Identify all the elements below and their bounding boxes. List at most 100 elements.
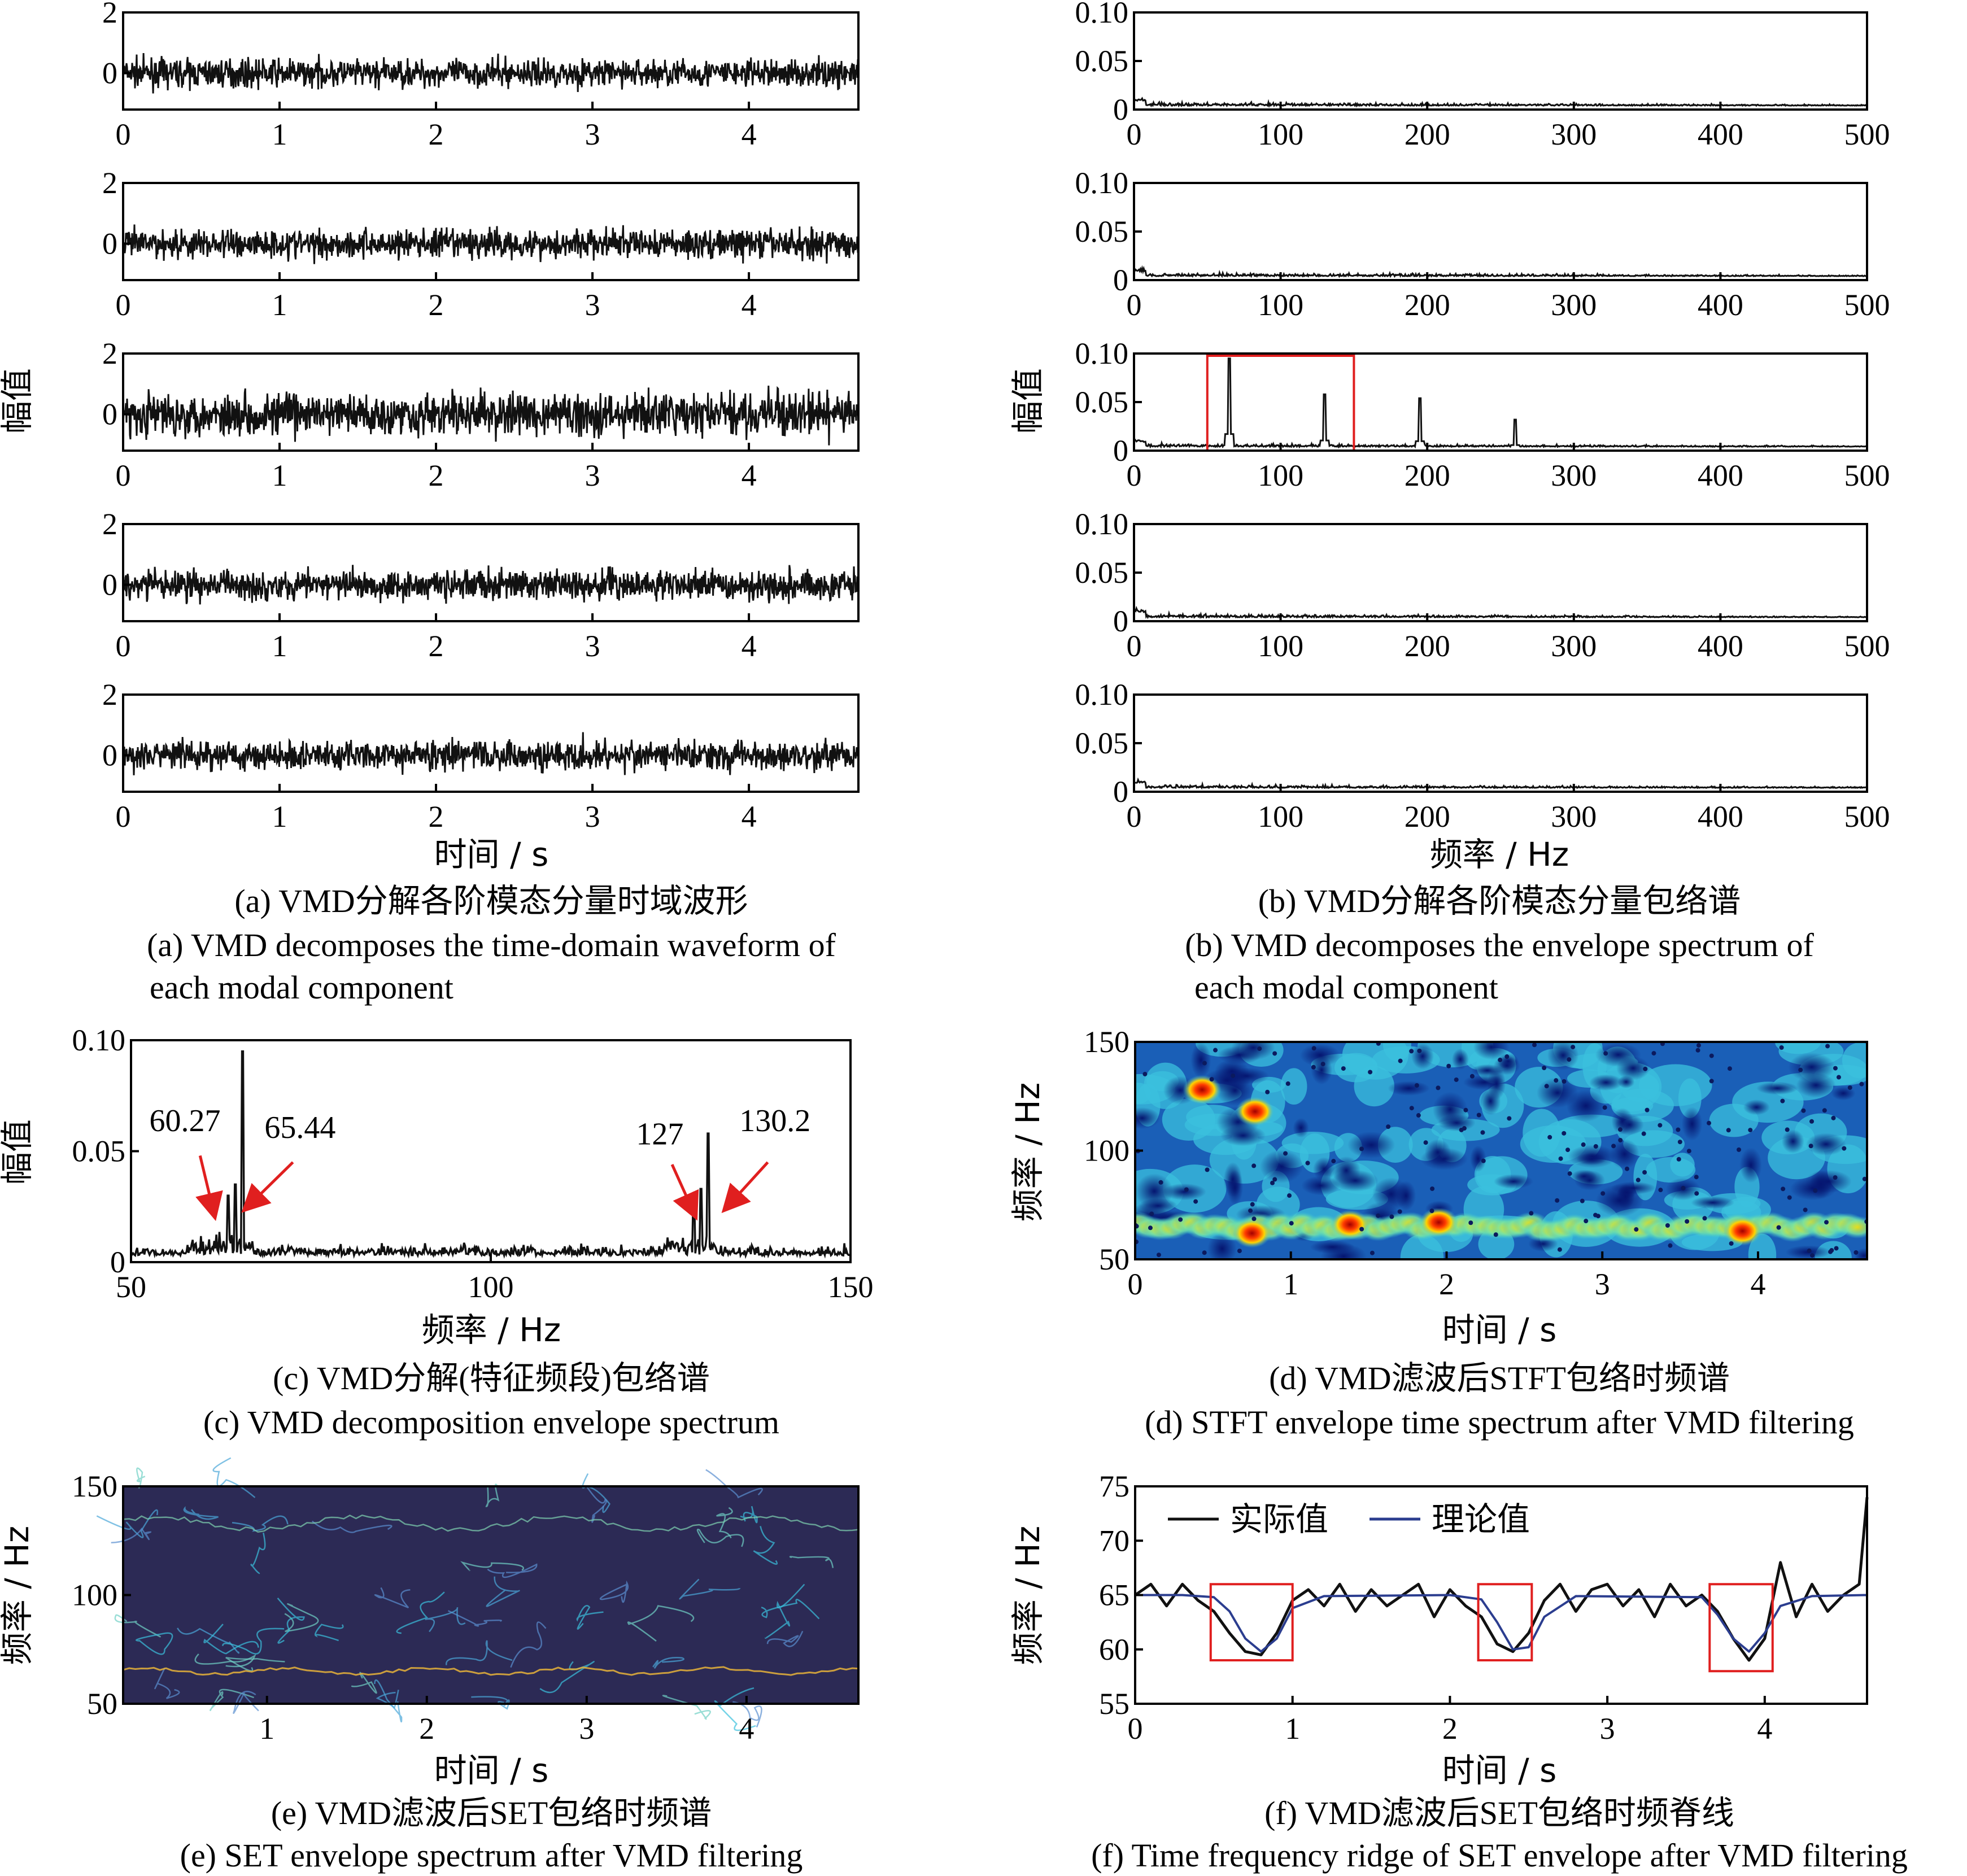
- stft-low-blob: [1214, 1059, 1250, 1084]
- stft-dot: [1862, 1176, 1867, 1181]
- stft-dot: [1836, 1075, 1841, 1080]
- set-ridge-fragment: [315, 1624, 344, 1642]
- stft-low-blob: [1190, 1042, 1211, 1079]
- stft-dot: [1481, 1158, 1486, 1163]
- stft-dot: [1248, 1208, 1253, 1213]
- stft-dot: [1389, 1214, 1394, 1219]
- stft-dot: [1305, 1160, 1310, 1166]
- y-tick-label: 2: [102, 166, 117, 200]
- y-tick-label: 0: [102, 568, 117, 602]
- stft-low-blob: [1743, 1099, 1770, 1115]
- stft-dot: [1446, 1063, 1451, 1068]
- theory-value-line: [1135, 1594, 1868, 1653]
- x-tick-label: 2: [429, 117, 444, 151]
- stft-dot: [1370, 1250, 1375, 1255]
- x-tick-label: 1: [272, 629, 287, 663]
- panel-b-subplot-3: 0 100 200 300 400 500 0 0.05 0.10: [1075, 337, 1890, 492]
- y-tick-label: 0: [1113, 434, 1128, 468]
- stft-dot: [1507, 1116, 1512, 1121]
- x-tick-label: 0: [1128, 1267, 1143, 1301]
- stft-low-blob: [1220, 1125, 1266, 1146]
- stft-dot: [1148, 1225, 1153, 1231]
- stft-dot: [1833, 1175, 1838, 1180]
- y-tick-label: 65: [1099, 1578, 1129, 1612]
- y-tick-label: 0.05: [1075, 215, 1129, 248]
- set-ridge-fragment: [250, 1532, 266, 1574]
- set-ridge-fragment: [679, 1578, 741, 1600]
- stft-dot: [1287, 1193, 1292, 1198]
- stft-dot: [1581, 1142, 1586, 1147]
- x-tick-label: 0: [1127, 800, 1142, 834]
- waveform-line: [122, 385, 860, 446]
- axes-frame: [122, 352, 860, 452]
- panel-f-xlabel: 时间 / s: [1442, 1751, 1557, 1790]
- set-ridge-fragment: [284, 1603, 319, 1633]
- set-ridge-fragment: [705, 1469, 763, 1499]
- stft-dot: [1803, 1207, 1808, 1212]
- stft-low-blob: [1388, 1081, 1430, 1096]
- set-ridge-fragment: [460, 1561, 524, 1571]
- panel-f-caption-cn: (f) VMD滤波后SET包络时频脊线: [1264, 1795, 1734, 1831]
- x-tick-label: 300: [1551, 117, 1597, 151]
- stft-hotspot: [1183, 1075, 1222, 1105]
- stft-dot: [1504, 1054, 1510, 1059]
- panel-c-caption-en: (c) VMD decomposition envelope spectrum: [203, 1404, 779, 1441]
- stft-dot: [1209, 1077, 1214, 1082]
- panel-e-ylabel: 频率 / Hz: [0, 1526, 36, 1665]
- y-tick-label: 0.05: [72, 1135, 126, 1168]
- set-ridge-fragment: [510, 1621, 547, 1668]
- stft-low-blob: [1595, 1042, 1642, 1067]
- stft-low-blob: [1420, 1148, 1468, 1171]
- x-tick-label: 500: [1844, 629, 1890, 663]
- stft-low-blob: [1805, 1133, 1847, 1156]
- stft-dot: [1748, 1128, 1753, 1133]
- peak-annotation-label: 60.27: [150, 1103, 221, 1138]
- stft-dot: [1831, 1115, 1836, 1120]
- stft-dot: [1544, 1084, 1549, 1089]
- panel-d-ylabel: 频率 / Hz: [1009, 1083, 1047, 1221]
- panel-b-subplot-4: 0 100 200 300 400 500 0 0.05 0.10: [1075, 507, 1890, 663]
- panel-d-stft-spectrogram: 0 1 2 3 4 50 100 150: [1084, 1025, 1868, 1301]
- stft-low-blob: [1293, 1118, 1309, 1138]
- stft-dot: [1813, 1188, 1818, 1193]
- stft-dot: [1676, 1127, 1681, 1132]
- set-ridge-fragment: [716, 1507, 733, 1539]
- set-ridge-fragment: [789, 1556, 834, 1568]
- y-tick-label: 100: [72, 1578, 117, 1612]
- y-tick-label: 50: [87, 1687, 117, 1721]
- stft-dot: [1634, 1227, 1639, 1232]
- stft-dot: [1825, 1044, 1830, 1049]
- highlight-box: [1206, 355, 1355, 452]
- stft-low-blob: [1395, 1180, 1416, 1211]
- stft-dot: [1547, 1135, 1552, 1140]
- stft-dot: [1602, 1105, 1607, 1110]
- set-ridge-fragment: [222, 1628, 285, 1655]
- stft-dot: [1625, 1166, 1630, 1171]
- set-ridge-fragment: [486, 1576, 520, 1607]
- y-tick-label: 0.05: [1075, 44, 1129, 78]
- stft-dot: [1463, 1107, 1468, 1112]
- y-tick-label: 150: [72, 1469, 117, 1503]
- stft-dot: [1809, 1253, 1815, 1258]
- x-tick-label: 4: [742, 288, 757, 322]
- stft-dot: [1257, 1046, 1262, 1051]
- stft-image: [1135, 1042, 1867, 1259]
- x-tick-label: 1: [1283, 1267, 1298, 1301]
- stft-dot: [1780, 1098, 1785, 1103]
- stft-low-blob: [1312, 1157, 1336, 1181]
- x-tick-label: 500: [1844, 288, 1890, 322]
- stft-dot: [1651, 1051, 1656, 1056]
- stft-dot: [1476, 1112, 1481, 1118]
- set-ridge-fragment: [374, 1679, 403, 1722]
- stft-dot: [1642, 1170, 1647, 1175]
- stft-dot: [1311, 1046, 1316, 1051]
- stft-dot: [1414, 1083, 1419, 1088]
- stft-hotspot: [1236, 1097, 1275, 1127]
- set-ridge-fragment: [233, 1691, 259, 1714]
- x-tick-label: 200: [1405, 800, 1450, 834]
- stft-dot: [1822, 1108, 1827, 1113]
- actual-value-line: [1134, 1497, 1869, 1662]
- legend-label-theory: 理论值: [1432, 1500, 1530, 1538]
- y-tick-label: 0: [1113, 775, 1128, 809]
- x-tick-label: 0: [1127, 629, 1142, 663]
